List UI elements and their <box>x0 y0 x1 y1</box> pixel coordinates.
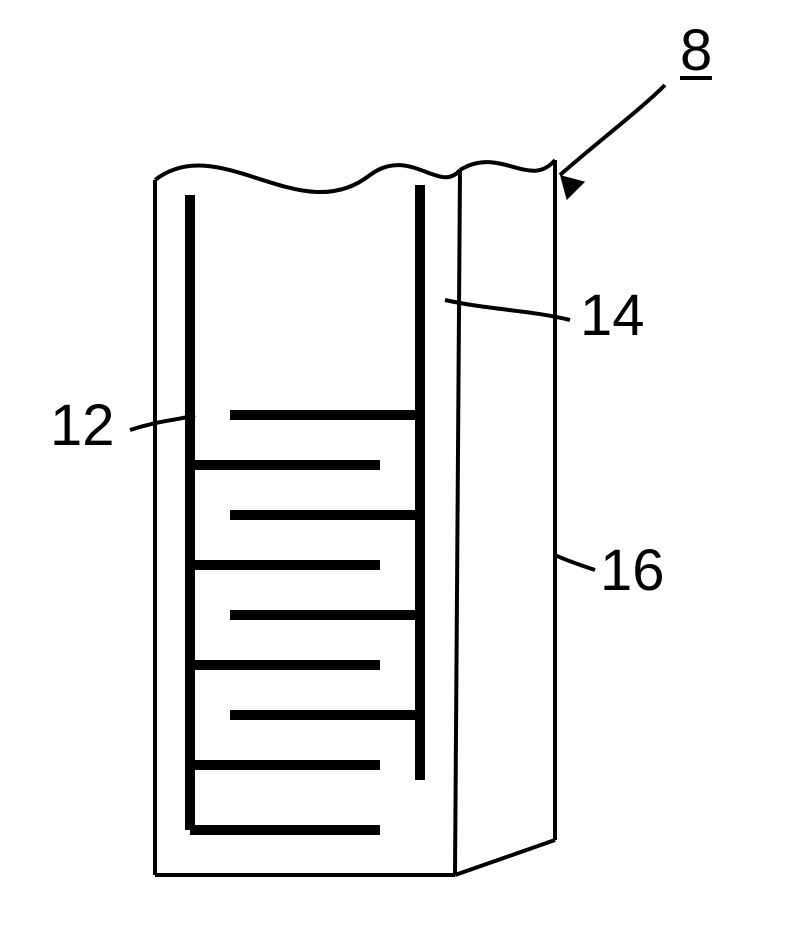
front-right-edge <box>455 170 460 875</box>
front-top-wave <box>155 165 460 192</box>
label-right2: 16 <box>600 538 665 603</box>
label-left: 12 <box>50 393 115 458</box>
leader-8 <box>560 85 665 175</box>
side-top-wave <box>460 160 555 171</box>
side-bottom-edge <box>455 840 555 875</box>
arrowhead-icon <box>560 175 585 200</box>
leader-14 <box>445 300 570 320</box>
leader-16 <box>555 555 595 570</box>
electrodes <box>190 185 420 830</box>
label-right1: 14 <box>580 283 645 348</box>
label-top: 8 <box>680 18 712 83</box>
